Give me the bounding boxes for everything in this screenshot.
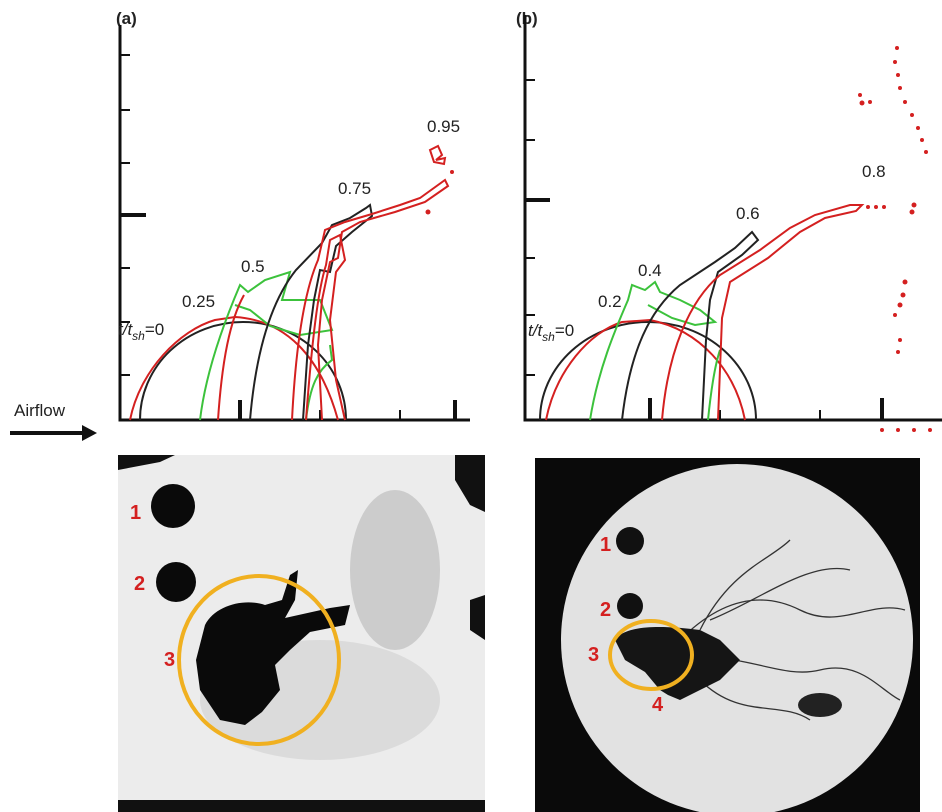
droplet bbox=[430, 146, 445, 164]
shape bbox=[151, 484, 195, 528]
shape bbox=[896, 350, 900, 354]
shape bbox=[450, 170, 454, 174]
shape bbox=[858, 93, 862, 97]
figure: (a) 0.95 0.75 0.5 0.25 t/tsh=0 (b) 0.8 bbox=[0, 0, 942, 812]
panel-a-plot: (a) 0.95 0.75 0.5 0.25 t/tsh=0 bbox=[116, 9, 470, 420]
photo-a: 1 2 3 bbox=[118, 455, 485, 812]
marker-number: 3 bbox=[588, 644, 599, 666]
shape bbox=[860, 101, 865, 106]
page: (a) 0.95 0.75 0.5 0.25 t/tsh=0 (b) 0.8 bbox=[0, 0, 942, 812]
photo-b: 1 2 3 4 bbox=[535, 458, 920, 812]
shape bbox=[895, 46, 899, 50]
time-subscript: sh bbox=[542, 330, 555, 344]
time-label: t/tsh=0 bbox=[528, 321, 574, 344]
shape bbox=[916, 126, 920, 130]
shape bbox=[896, 73, 900, 77]
droplets bbox=[858, 46, 932, 432]
time-prefix: t/t bbox=[118, 320, 133, 339]
shape bbox=[874, 205, 878, 209]
airflow-indicator: Airflow bbox=[10, 401, 97, 441]
shape bbox=[924, 150, 928, 154]
shape bbox=[903, 100, 907, 104]
contour bbox=[250, 205, 372, 420]
shape bbox=[866, 205, 870, 209]
shape bbox=[798, 693, 842, 717]
flow-label: Airflow bbox=[14, 401, 66, 420]
time-label: t/tsh=0 bbox=[118, 320, 164, 343]
contour bbox=[662, 205, 862, 420]
shape bbox=[426, 210, 431, 215]
shape bbox=[920, 138, 924, 142]
shape bbox=[912, 203, 917, 208]
contour-label: 0.75 bbox=[338, 179, 371, 198]
marker-number: 1 bbox=[600, 534, 611, 556]
marker-number: 2 bbox=[600, 599, 611, 621]
contour bbox=[140, 322, 346, 420]
contour-label: 0.5 bbox=[241, 257, 265, 276]
contour-label: 0.2 bbox=[598, 292, 622, 311]
shape bbox=[82, 425, 97, 441]
marker-number: 4 bbox=[652, 694, 664, 716]
shape bbox=[903, 280, 908, 285]
shape bbox=[893, 313, 897, 317]
shape bbox=[868, 100, 872, 104]
panel-label: (b) bbox=[516, 9, 538, 28]
marker-number: 1 bbox=[130, 502, 141, 524]
shape bbox=[616, 527, 644, 555]
panel-b-plot: (b) 0.8 0.6 0.4 0.2 t/tsh=0 bbox=[516, 9, 942, 432]
shape bbox=[898, 338, 902, 342]
shape bbox=[350, 490, 440, 650]
shape bbox=[617, 593, 643, 619]
shape bbox=[898, 303, 903, 308]
shape bbox=[901, 293, 906, 298]
contour-label: 0.95 bbox=[427, 117, 460, 136]
shape bbox=[910, 210, 915, 215]
time-prefix: t/t bbox=[528, 321, 543, 340]
time-suffix: =0 bbox=[555, 321, 574, 340]
ticks bbox=[120, 55, 455, 420]
shape bbox=[156, 562, 196, 602]
shape bbox=[882, 205, 886, 209]
contour-label: 0.8 bbox=[862, 162, 886, 181]
shape bbox=[910, 113, 914, 117]
shape bbox=[928, 428, 932, 432]
shape bbox=[880, 428, 884, 432]
shape bbox=[912, 428, 916, 432]
axes bbox=[120, 25, 470, 420]
shape bbox=[893, 60, 897, 64]
contour-label: 0.25 bbox=[182, 292, 215, 311]
marker-number: 2 bbox=[134, 573, 145, 595]
ticks bbox=[525, 80, 882, 420]
shape bbox=[898, 86, 902, 90]
contour-label: 0.6 bbox=[736, 204, 760, 223]
contour-label: 0.4 bbox=[638, 261, 662, 280]
shape bbox=[896, 428, 900, 432]
time-suffix: =0 bbox=[145, 320, 164, 339]
marker-number: 3 bbox=[164, 649, 175, 671]
time-subscript: sh bbox=[132, 329, 145, 343]
